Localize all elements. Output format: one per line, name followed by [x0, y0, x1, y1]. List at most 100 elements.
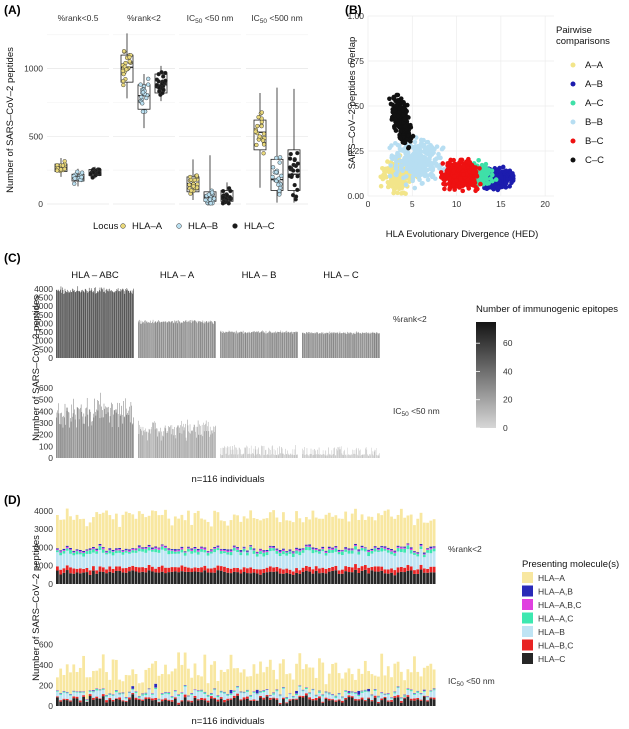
panel-c-bar [58, 290, 60, 358]
panel-c-bar [99, 418, 101, 458]
panel-c-bar [212, 430, 214, 458]
panel-c-bar [375, 450, 376, 458]
panel-d-bar-segment [265, 572, 269, 584]
panel-d-bar-segment [249, 695, 253, 697]
panel-b-point [401, 100, 406, 106]
panel-d-bar-segment [131, 552, 135, 566]
panel-d-bar-segment [413, 552, 416, 555]
panel-d-bar-segment [239, 550, 243, 552]
panel-c-bar [201, 434, 202, 458]
panel-d-bar-segment [193, 546, 197, 549]
panel-d-bar-segment [354, 545, 357, 547]
panel-d-bar-segment [301, 549, 305, 551]
panel-c-bar [355, 454, 356, 458]
panel-d-bar-segment [183, 555, 187, 567]
panel-c-bar [275, 333, 277, 358]
panel-d-bar-segment [128, 549, 131, 551]
panel-d-bar-segment [157, 702, 161, 706]
panel-c-bar [357, 331, 359, 358]
panel-d-bar-segment [72, 550, 76, 552]
panel-d-bar-segment [321, 701, 325, 703]
panel-d-bar-segment [180, 547, 184, 550]
panel-d-bar-segment [219, 520, 223, 549]
panel-d-bar-segment [200, 548, 203, 552]
panel-d-bar-segment [360, 514, 364, 546]
panel-c-bar [305, 454, 306, 458]
panel-d-bar-segment [56, 548, 59, 550]
panel-d-bar-segment [344, 566, 348, 572]
panel-c-bar [173, 435, 175, 458]
panel-d-bar-segment [193, 690, 197, 696]
panel-d-bar-segment [144, 572, 148, 584]
panel-d-bar-segment [367, 552, 370, 557]
panel-c-bar [344, 449, 345, 458]
panel-d-bar-segment [354, 569, 357, 584]
panel-d-bar-segment [386, 700, 390, 702]
panel-d-bar-segment [209, 698, 213, 706]
panel-d-bar-segment [95, 551, 99, 554]
panel-d-bar-segment [167, 548, 171, 550]
panel-c-bar [164, 427, 165, 458]
panel-c-bar [271, 332, 273, 358]
panel-c-bar [199, 424, 200, 458]
panel-d-bar-segment [183, 552, 187, 553]
panel-d-bar-segment [314, 552, 318, 567]
panel-d-legend-label: HLA–A [538, 573, 565, 583]
panel-b-point [387, 145, 393, 151]
panel-c-bar [336, 332, 338, 358]
panel-d-bar-segment [268, 571, 272, 584]
panel-c-bar [213, 321, 215, 358]
panel-d-bar-segment [249, 567, 253, 574]
panel-d-bar-segment [232, 546, 236, 548]
panel-d-bar-segment [203, 565, 207, 571]
panel-c-bar [109, 288, 110, 358]
panel-d-bar-segment [141, 547, 144, 549]
panel-c-bar [280, 452, 282, 458]
panel-c-bar [191, 319, 193, 358]
panel-d-bar-segment [373, 675, 377, 689]
panel-d-bar-segment [137, 545, 141, 547]
panel-d-bar-segment [167, 694, 171, 700]
panel-d-bar-segment [327, 693, 331, 695]
panel-c-bar [68, 412, 70, 458]
panel-d-bar-segment [291, 551, 295, 553]
panel-c-bar [248, 331, 250, 358]
panel-d-bar-segment [301, 695, 305, 698]
panel-c-bar [108, 291, 109, 358]
panel-d-bar-segment [341, 678, 344, 697]
panel-c-bar [78, 408, 79, 458]
panel-a-point [292, 182, 297, 188]
panel-d-bar-segment [151, 571, 154, 584]
panel-d-bar-segment [111, 699, 115, 702]
panel-d-bar-segment [272, 547, 275, 549]
panel-d-bar-segment [386, 701, 390, 706]
panel-d-bar-segment [429, 663, 433, 691]
panel-c-bar [278, 331, 280, 358]
panel-c-bar [284, 454, 286, 458]
panel-d-bar-segment [180, 700, 184, 702]
panel-d-bar-segment [272, 697, 275, 699]
panel-d-bar-segment [173, 571, 177, 584]
panel-c-bar [334, 333, 336, 358]
panel-d-bar-segment [380, 566, 384, 571]
panel-d-bar-segment [82, 556, 85, 569]
panel-d-bar-segment [95, 696, 99, 699]
panel-a-point [277, 160, 282, 165]
panel-b-point [446, 169, 451, 175]
panel-b-point [400, 112, 406, 118]
panel-d-bar-segment [363, 569, 367, 584]
panel-c-bar [297, 454, 298, 458]
panel-c-bar [248, 448, 250, 458]
panel-c-bar [107, 407, 108, 458]
panel-d-bar-segment [114, 553, 118, 567]
panel-d-bar-segment [429, 520, 433, 547]
panel-c-bar [141, 323, 142, 358]
panel-d-bar-segment [413, 693, 416, 695]
panel-c-bar [121, 405, 122, 458]
panel-b-point [412, 171, 418, 176]
panel-d-bar-segment [180, 514, 184, 547]
panel-d-bar-segment [360, 697, 364, 700]
panel-c-bar [57, 290, 58, 358]
panel-d-bar-segment [268, 659, 272, 695]
